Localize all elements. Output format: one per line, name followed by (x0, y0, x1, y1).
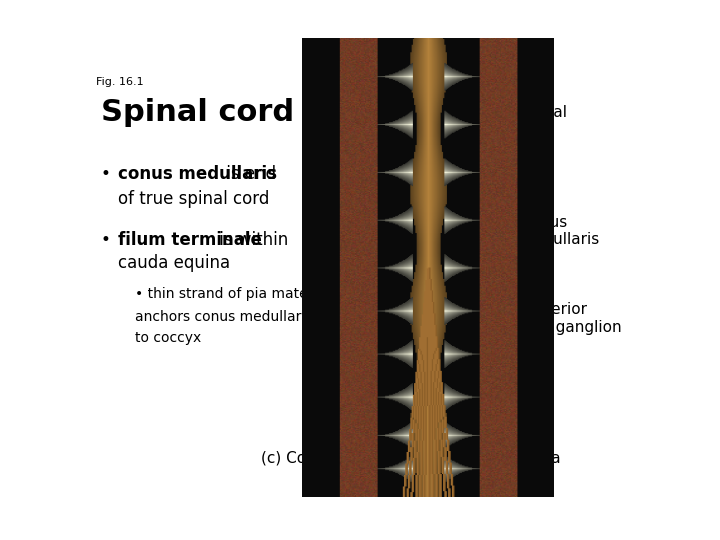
Text: anchors conus medullaris: anchors conus medullaris (135, 310, 312, 324)
Text: •: • (101, 231, 117, 249)
Text: filum terminale: filum terminale (118, 231, 262, 249)
Text: is end: is end (220, 165, 276, 183)
Text: •: • (101, 165, 117, 183)
Text: is within: is within (214, 231, 289, 249)
Text: cauda equina: cauda equina (118, 254, 230, 272)
Text: Spinal cord: Spinal cord (101, 98, 294, 127)
Text: Conus
medullaris: Conus medullaris (441, 215, 600, 247)
Text: of true spinal cord: of true spinal cord (118, 190, 269, 207)
Text: conus medullaris: conus medullaris (118, 165, 277, 183)
Text: Cauda
equina: Cauda equina (310, 321, 392, 353)
Text: • thin strand of pia mater that: • thin strand of pia mater that (135, 287, 346, 301)
Text: (c) Conus medullaris and cauda equina: (c) Conus medullaris and cauda equina (261, 451, 561, 467)
Text: Fig. 16.1: Fig. 16.1 (96, 77, 143, 87)
Text: Posterior
root ganglion: Posterior root ganglion (453, 302, 621, 335)
Text: Filum
terminale: Filum terminale (310, 367, 392, 399)
Text: to coccyx: to coccyx (135, 331, 201, 345)
Text: Spinal
cord: Spinal cord (441, 105, 567, 137)
